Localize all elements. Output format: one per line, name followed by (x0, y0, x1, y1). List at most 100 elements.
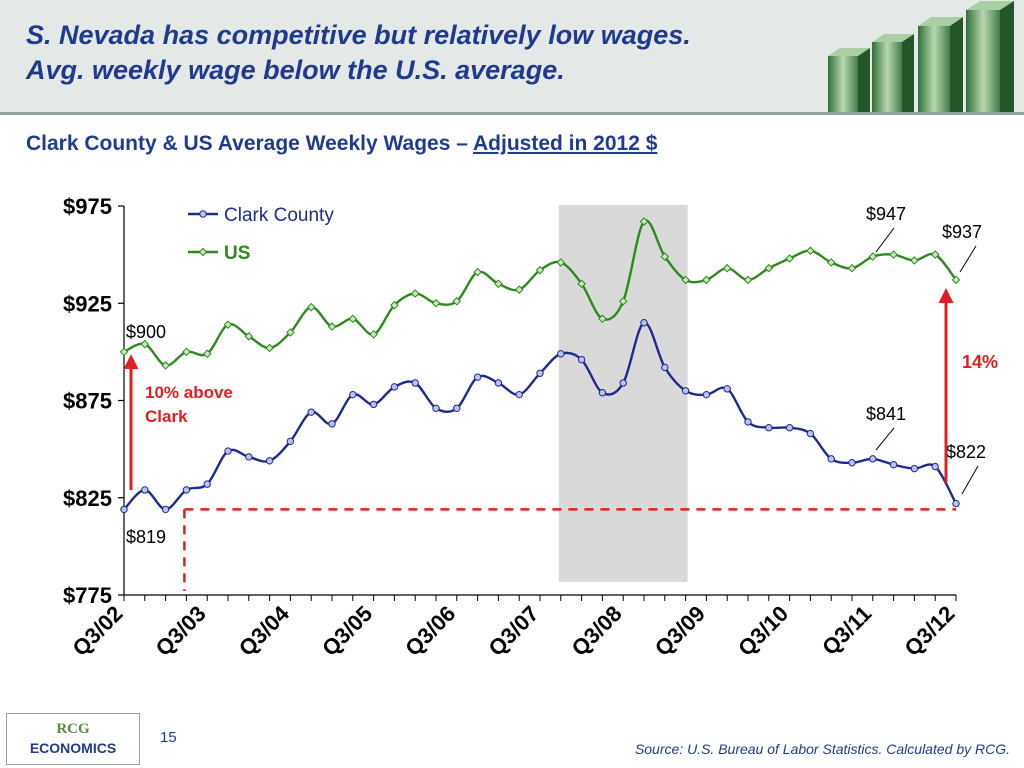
label-clark-end: $822 (946, 442, 986, 462)
data-point-us (806, 246, 815, 256)
data-point-clark-county (681, 387, 690, 395)
leader-line (875, 427, 895, 451)
data-point-us (514, 285, 524, 294)
data-point-clark-county (848, 459, 856, 467)
bar-2 (872, 34, 914, 112)
data-point-us (889, 250, 898, 259)
bar-3 (918, 17, 963, 112)
data-point-clark-county (515, 390, 523, 399)
data-point-us (910, 256, 919, 265)
data-point-clark-county (952, 499, 960, 508)
data-point-clark-county (661, 363, 669, 372)
subtitle-underlined: Adjusted in 2012 $ (473, 132, 658, 155)
data-point-us (410, 289, 420, 298)
x-tick-label: Q3/11 (817, 601, 876, 660)
data-point-us (598, 314, 607, 324)
data-point-clark-county (640, 319, 648, 327)
data-point-us (618, 296, 628, 306)
wage-line-chart: $775 $825 $875 $925 $975 Q3/02 Q3/03 Q3/04 Q3/05… (63, 194, 998, 661)
data-point-clark-county (785, 424, 794, 432)
x-tick-label: Q3/02 (67, 601, 127, 661)
data-point-clark-county (494, 379, 503, 387)
chart-subtitle: Clark County & US Average Weekly Wages –… (26, 131, 657, 157)
data-point-clark-county (806, 429, 815, 438)
data-point-clark-county (702, 390, 711, 399)
data-point-us (556, 258, 566, 267)
data-point-clark-county (120, 505, 128, 514)
x-tick-label: Q3/09 (650, 601, 710, 661)
data-point-us (826, 258, 836, 267)
bar-4 (966, 1, 1014, 112)
data-point-us (722, 263, 732, 273)
label-us-end: $937 (942, 222, 982, 242)
leader-line (875, 227, 895, 253)
label-fourteen-percent: 14% (962, 352, 998, 372)
data-point-clark-county (224, 447, 232, 455)
data-point-clark-county (577, 355, 586, 364)
label-ten-percent-line2: Clark (145, 407, 188, 426)
data-point-us (868, 252, 878, 261)
subtitle-prefix: Clark County & US Average Weekly Wages – (26, 132, 473, 155)
legend-label-clark-county: Clark County (224, 205, 334, 226)
data-point-us (306, 302, 316, 312)
label-clark-peak: $841 (866, 404, 906, 424)
data-point-us (577, 279, 586, 289)
x-tick-label: Q3/12 (899, 601, 959, 661)
data-point-us (161, 361, 170, 370)
data-point-clark-county (182, 486, 191, 494)
data-point-clark-county (411, 379, 419, 387)
y-tick-label: $925 (63, 291, 112, 316)
data-point-us (785, 254, 794, 263)
data-point-us (244, 332, 254, 341)
x-tick-label: Q3/04 (234, 600, 295, 661)
data-point-clark-county (453, 404, 461, 412)
y-tick-label: $975 (63, 194, 112, 219)
leader-line (959, 245, 977, 273)
data-point-us (182, 347, 191, 357)
data-point-us (660, 252, 670, 261)
data-point-clark-county (141, 486, 149, 494)
data-point-us (930, 250, 940, 259)
data-point-clark-county (390, 383, 399, 391)
data-point-clark-county (536, 369, 544, 377)
data-point-us (202, 349, 212, 359)
data-point-clark-county (931, 462, 939, 471)
label-clark-start: $819 (126, 527, 166, 547)
data-point-clark-county (827, 455, 835, 463)
y-tick-label: $875 (63, 389, 112, 414)
data-point-us (348, 314, 358, 324)
data-point-us (494, 279, 503, 289)
page-number: 15 (160, 729, 177, 746)
leader-line (961, 465, 979, 495)
data-point-clark-county (557, 350, 565, 358)
data-point-clark-county (265, 457, 274, 465)
data-point-us (764, 263, 774, 273)
data-point-clark-county (203, 480, 211, 488)
data-point-us (140, 339, 150, 349)
data-point-us (702, 275, 711, 285)
legend-marker-us (198, 247, 208, 257)
slide-header: S. Nevada has competitive but relatively… (0, 0, 1024, 115)
label-ten-percent-line1: 10% above (145, 383, 233, 402)
recession-shading (558, 205, 688, 582)
x-tick-label: Q3/06 (400, 601, 460, 661)
slide-title: S. Nevada has competitive but relatively… (26, 18, 691, 88)
data-point-us (223, 320, 233, 329)
logo-economics-text: ECONOMICS (29, 740, 117, 756)
x-tick-label: Q3/03 (151, 601, 211, 661)
logo-rcg-text: RCG (56, 721, 90, 737)
data-point-us (743, 275, 753, 285)
title-line-2: Avg. weekly wage below the U.S. average. (26, 55, 565, 85)
y-tick-label: $775 (63, 583, 112, 608)
title-line-1: S. Nevada has competitive but relatively… (26, 20, 691, 50)
label-us-start: $900 (126, 322, 166, 342)
data-point-us (369, 330, 378, 339)
y-tick-label: $825 (63, 486, 112, 511)
data-point-clark-county (328, 420, 336, 428)
data-point-clark-county (307, 408, 315, 416)
source-note: Source: U.S. Bureau of Labor Statistics.… (634, 741, 1010, 757)
data-point-clark-county (889, 460, 898, 469)
decorative-bars-graphic (828, 1, 1014, 112)
data-point-clark-county (432, 404, 440, 412)
data-point-us (265, 343, 274, 353)
